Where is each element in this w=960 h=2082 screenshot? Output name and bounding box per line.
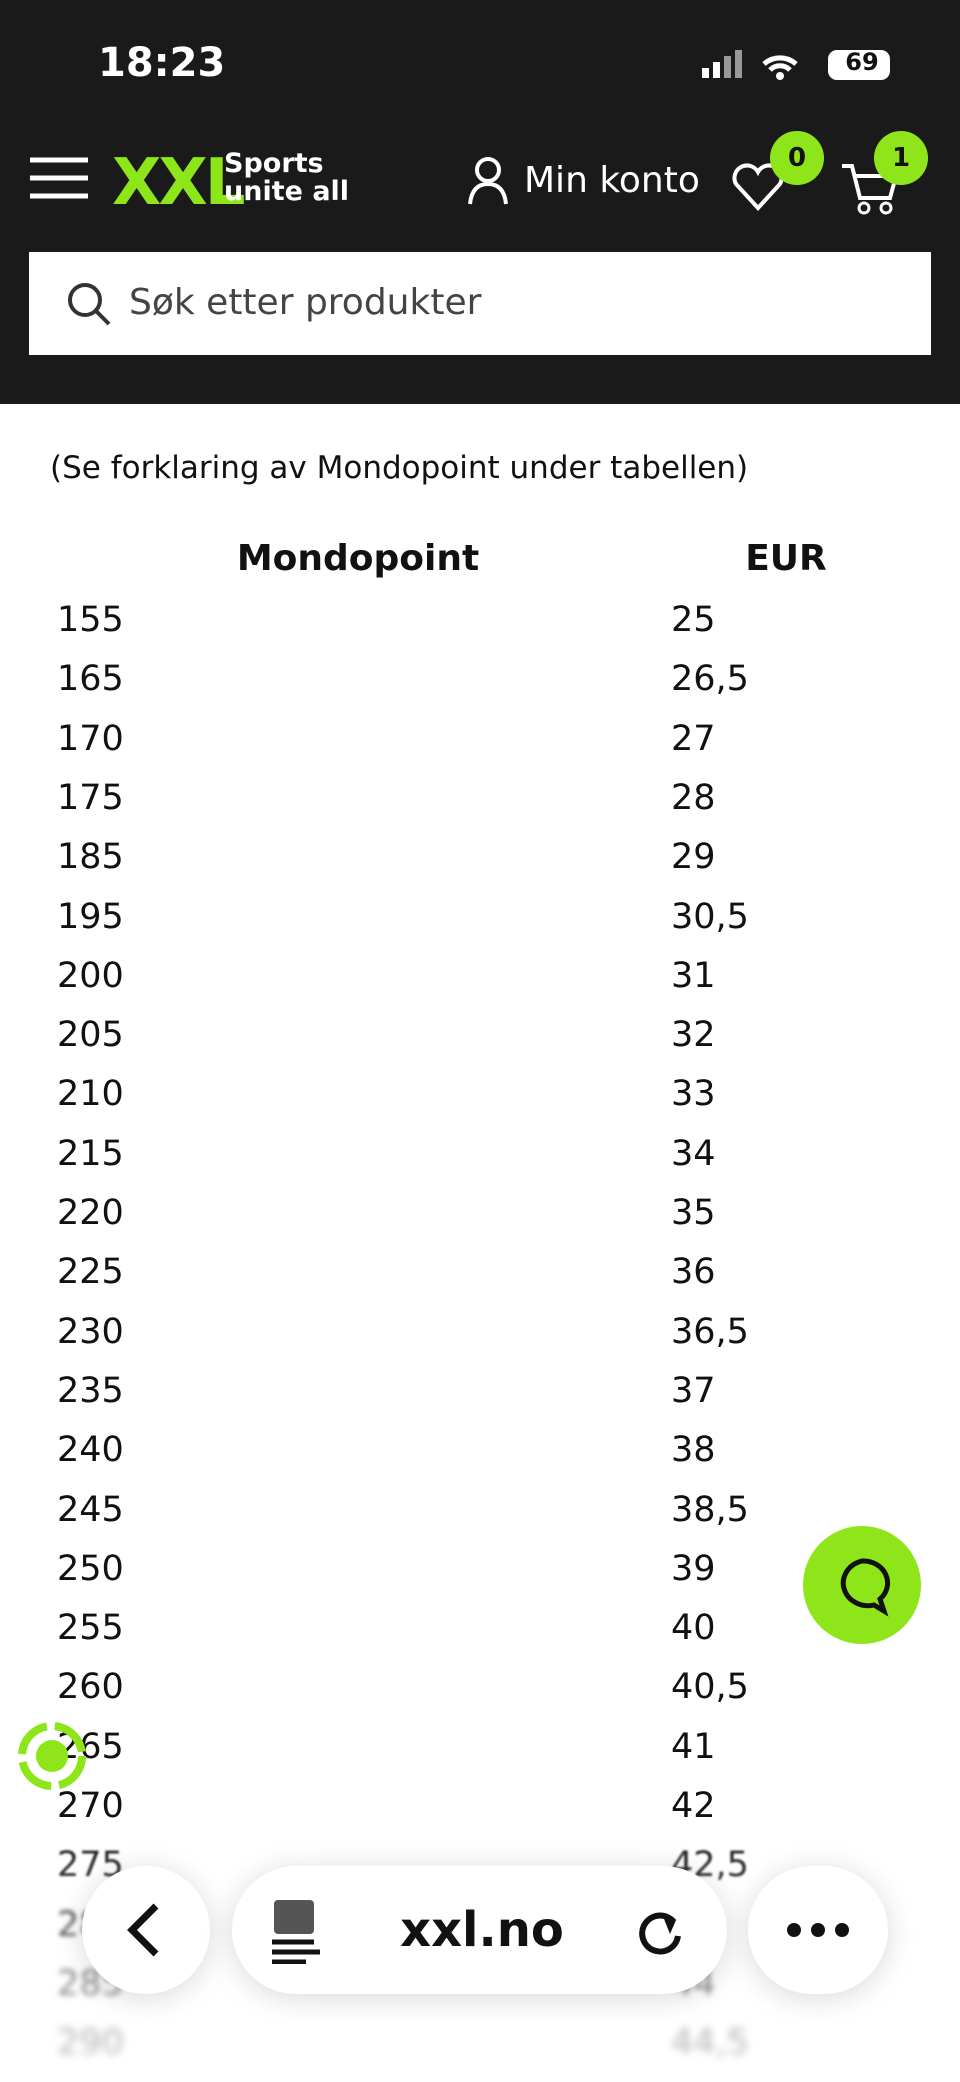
table-cell: 28 <box>671 777 716 818</box>
table-cell: 39 <box>671 1548 716 1589</box>
table-cell: 170 <box>57 718 124 759</box>
table-row: 220 35 <box>0 1193 960 1252</box>
table-cell: 37 <box>671 1370 716 1411</box>
table-cell: 29 <box>671 837 716 878</box>
back-button[interactable] <box>82 1866 210 1994</box>
battery: 69 <box>845 48 879 76</box>
table-cell: 31 <box>671 955 716 996</box>
column-header: Mondopoint <box>236 538 480 579</box>
table-row: 235 37 <box>0 1371 960 1430</box>
table-cell: 210 <box>57 1074 124 1115</box>
cookie-button[interactable] <box>16 1720 88 1792</box>
table-cell: 38 <box>671 1430 716 1471</box>
table-cell: 240 <box>57 1430 124 1471</box>
table-cell: 165 <box>57 659 124 700</box>
column-header: EUR <box>745 538 827 579</box>
table-cell: 215 <box>57 1133 124 1174</box>
table-row: 230 36,5 <box>0 1312 960 1371</box>
search-box[interactable]: Søk etter produkter <box>29 252 931 355</box>
table-cell: 27 <box>671 718 716 759</box>
table-cell: 260 <box>57 1667 124 1708</box>
table-cell: 41 <box>671 1726 716 1767</box>
table-row: 270 42 <box>0 1786 960 1845</box>
table-row: 185 29 <box>0 837 960 896</box>
logo[interactable]: XXL <box>112 146 245 220</box>
table-cell: 40,5 <box>671 1667 749 1708</box>
table-cell: 40 <box>671 1608 716 1649</box>
table-cell: 36 <box>671 1252 716 1293</box>
table-cell: 30,5 <box>671 896 749 937</box>
table-cell: 38,5 <box>671 1489 749 1530</box>
search-placeholder: Søk etter produkter <box>129 282 482 323</box>
table-row: 175 28 <box>0 778 960 837</box>
cart-badge: 1 <box>874 131 928 185</box>
table-row: 245 38,5 <box>0 1490 960 1549</box>
table-row: 240 38 <box>0 1430 960 1489</box>
table-cell: 235 <box>57 1370 124 1411</box>
table-cell: 33 <box>671 1074 716 1115</box>
table-cell: 175 <box>57 777 124 818</box>
table-row: 250 39 <box>0 1549 960 1608</box>
table-cell: 255 <box>57 1608 124 1649</box>
address-bar[interactable]: xxl.no <box>232 1866 727 1994</box>
table-row: 200 31 <box>0 956 960 1015</box>
table-cell: 35 <box>671 1193 716 1233</box>
table-row: 265 41 <box>0 1727 960 1786</box>
table-cell: 225 <box>57 1252 124 1293</box>
table-row: 255 40 <box>0 1608 960 1667</box>
status-icons <box>702 50 890 80</box>
chat-button[interactable] <box>802 1525 922 1645</box>
table-cell: 220 <box>57 1193 124 1233</box>
slogan-line: unite all <box>224 176 350 207</box>
table-cell: 34 <box>671 1133 716 1174</box>
wishlist-badge: 0 <box>770 131 824 185</box>
time: 18:23 <box>98 40 226 86</box>
table-cell: 185 <box>57 837 124 878</box>
table-row: 155 25 <box>0 600 960 659</box>
header: 18:23 69 XXL Sports unite all Min konto 0… <box>0 0 960 404</box>
url: xxl.no <box>400 1902 564 1958</box>
table-row: 195 30,5 <box>0 897 960 956</box>
account-link[interactable]: Min konto <box>524 160 700 201</box>
account-icon[interactable] <box>466 156 510 206</box>
table-row: 165 26,5 <box>0 659 960 718</box>
slogan: Sports unite all <box>224 150 349 206</box>
slogan-line: Sports <box>224 148 324 179</box>
table-cell: 26,5 <box>671 659 749 700</box>
table-row: 170 27 <box>0 719 960 778</box>
table-cell: 32 <box>671 1015 716 1056</box>
table-cell: 200 <box>57 955 124 996</box>
table-cell: 155 <box>57 600 124 640</box>
table-row: 210 33 <box>0 1074 960 1133</box>
table-row: 225 36 <box>0 1252 960 1311</box>
table-cell: 250 <box>57 1548 124 1589</box>
menu-icon[interactable] <box>28 156 90 200</box>
table-cell: 230 <box>57 1311 124 1352</box>
table-cell: 42 <box>671 1786 716 1826</box>
table-cell: 270 <box>57 1786 124 1826</box>
table-row: 205 32 <box>0 1015 960 1074</box>
table-cell: 195 <box>57 896 124 937</box>
table-cell: 25 <box>671 600 716 640</box>
table-cell: 36,5 <box>671 1311 749 1352</box>
table-cell: 245 <box>57 1489 124 1530</box>
table-cell: 205 <box>57 1015 124 1056</box>
search-icon <box>68 283 111 326</box>
more-button[interactable] <box>748 1866 888 1994</box>
table-row: 260 40,5 <box>0 1667 960 1726</box>
table-row: 215 34 <box>0 1134 960 1193</box>
note: (Se forklaring av Mondopoint under tabel… <box>50 450 749 486</box>
